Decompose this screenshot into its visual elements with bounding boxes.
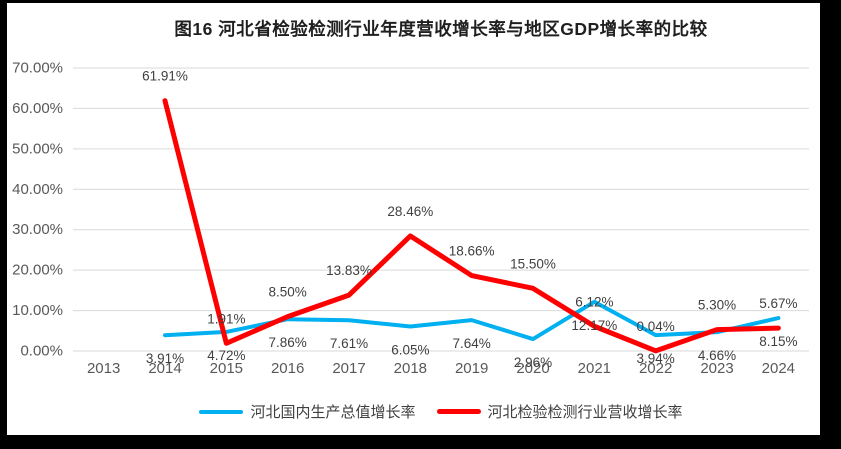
- x-axis-tick-label: 2021: [578, 360, 611, 377]
- series-line-gdp-growth: [163, 299, 781, 342]
- data-label-revenue-growth: 13.83%: [326, 263, 372, 278]
- data-label-gdp-growth: 8.15%: [759, 334, 797, 349]
- y-axis-tick-label: 60.00%: [12, 100, 63, 117]
- x-axis-tick-label: 2020: [516, 360, 549, 377]
- data-label-revenue-growth: 1.91%: [207, 311, 245, 326]
- chart-title: 图16 河北省检验检测行业年度营收增长率与地区GDP增长率的比较: [174, 19, 708, 39]
- y-axis-tick-label: 40.00%: [12, 181, 63, 198]
- x-axis-tick-label: 2014: [148, 360, 181, 377]
- document-page: 图16 河北省检验检测行业年度营收增长率与地区GDP增长率的比较 0.00% 10…: [7, 3, 820, 435]
- data-label-revenue-growth: 5.30%: [698, 298, 736, 313]
- x-axis-tick-label: 2013: [87, 360, 120, 377]
- legend-label-gdp-growth: 河北国内生产总值增长率: [250, 404, 416, 421]
- data-label-gdp-growth: 4.72%: [207, 348, 245, 363]
- data-label-gdp-growth: 3.94%: [637, 351, 675, 366]
- y-axis-tick-label: 30.00%: [12, 221, 63, 238]
- data-label-gdp-growth: 12.17%: [571, 318, 617, 333]
- legend-line-swatch-gdp-growth: [199, 409, 244, 414]
- data-label-revenue-growth: 6.12%: [575, 294, 613, 309]
- data-label-revenue-growth: 5.67%: [759, 296, 797, 311]
- x-axis-tick-label: 2017: [332, 360, 365, 377]
- y-axis-tick-label: 20.00%: [12, 262, 63, 279]
- data-label-gdp-growth: 7.61%: [330, 336, 368, 351]
- legend-label-revenue-growth: 河北检验检测行业营收增长率: [487, 404, 683, 421]
- legend-item-revenue-growth: 河北检验检测行业营收增长率: [436, 401, 683, 422]
- y-axis-tick-label: 70.00%: [12, 60, 63, 77]
- x-axis-tick-label: 2024: [762, 360, 795, 377]
- data-label-gdp-growth: 7.64%: [453, 336, 491, 351]
- data-label-revenue-growth: 15.50%: [510, 256, 556, 271]
- data-label-gdp-growth: 4.66%: [698, 348, 736, 363]
- legend-line-swatch-revenue-growth: [436, 409, 481, 414]
- data-label-gdp-growth: 3.91%: [146, 351, 184, 366]
- x-axis-tick-label: 2016: [271, 360, 304, 377]
- data-label-revenue-growth: 8.50%: [269, 285, 307, 300]
- data-label-revenue-growth: 61.91%: [142, 69, 188, 84]
- x-axis-tick-label: 2018: [394, 360, 427, 377]
- chart-legend: 河北国内生产总值增长率 河北检验检测行业营收增长率: [73, 401, 809, 422]
- data-label-gdp-growth: 2.96%: [514, 355, 552, 370]
- x-axis-tick-label: 2019: [455, 360, 488, 377]
- y-axis-tick-label: 0.00%: [20, 343, 63, 360]
- y-axis-tick-label: 50.00%: [12, 140, 63, 157]
- y-axis-tick-label: 10.00%: [12, 302, 63, 319]
- data-label-revenue-growth: 28.46%: [387, 204, 433, 219]
- line-chart-plot-area: 0.00% 10.00% 20.00% 30.00% 40.00% 50.00% 60.00…: [12, 60, 809, 377]
- data-label-revenue-growth: 0.04%: [637, 319, 675, 334]
- data-label-gdp-growth: 6.05%: [391, 343, 429, 358]
- x-axis-tick-label: 2023: [700, 360, 733, 377]
- data-label-revenue-growth: 18.66%: [449, 244, 495, 259]
- series-line-revenue-growth: [162, 98, 781, 354]
- data-label-gdp-growth: 7.86%: [269, 335, 307, 350]
- x-axis-tick-label: 2022: [639, 360, 672, 377]
- legend-item-gdp-growth: 河北国内生产总值增长率: [199, 401, 416, 422]
- x-axis-tick-label: 2015: [210, 360, 243, 377]
